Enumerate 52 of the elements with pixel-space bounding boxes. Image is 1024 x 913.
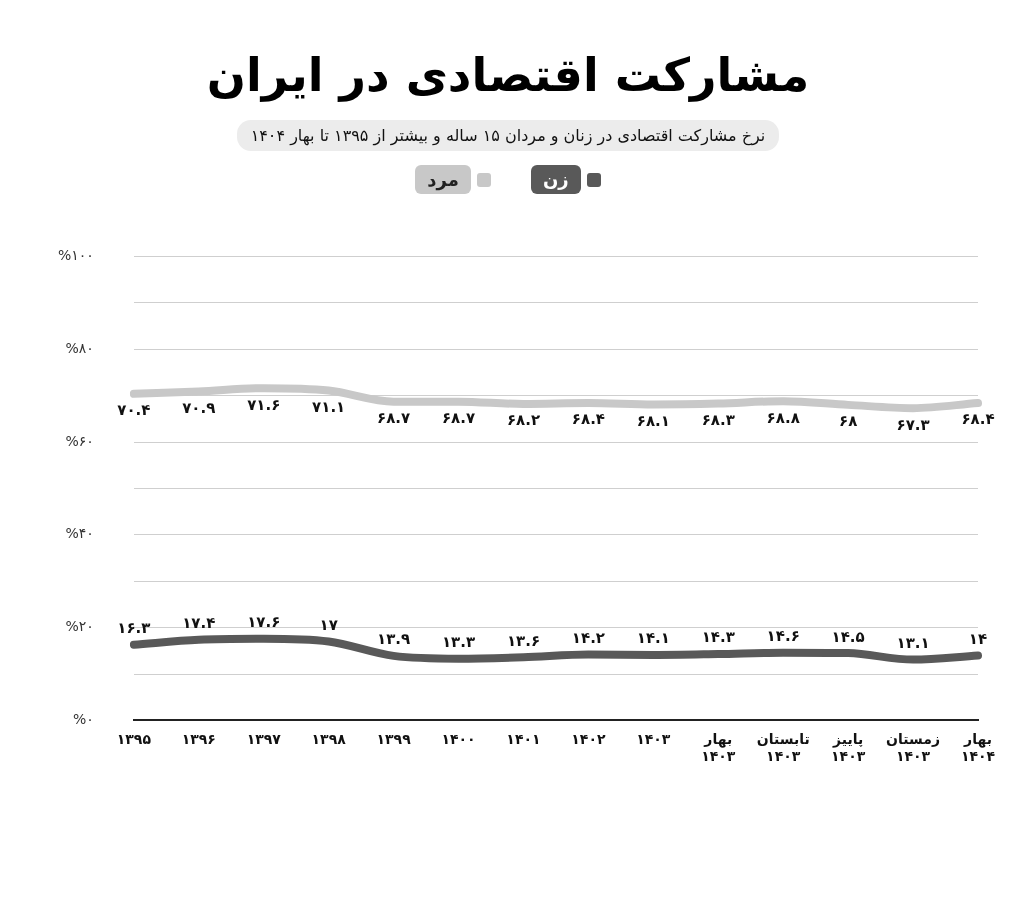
- y-tick-label: %۴۰: [65, 525, 94, 542]
- data-label: ۶۸.۲: [506, 411, 541, 430]
- data-label: ۱۷: [319, 615, 338, 634]
- x-tick-label: تابستان ۱۴۰۳: [756, 731, 810, 765]
- legend-label: زن: [530, 165, 581, 194]
- data-label: ۷۰.۴: [117, 401, 151, 420]
- data-label: ۶۸.۱: [636, 411, 670, 430]
- data-label: ۱۴.۳: [701, 628, 735, 647]
- x-tick-label: پاییز ۱۴۰۳: [831, 731, 866, 765]
- chart-subtitle: نرخ مشارکت اقتصادی در زنان و مردان ۱۵ ساله و بیشتر از ۱۳۹۵ تا بهار ۱۴۰۴: [236, 120, 780, 151]
- data-label: ۶۷.۳: [896, 415, 930, 434]
- y-tick-label: %۱۰۰: [57, 247, 94, 264]
- x-tick-label: ۱۴۰۳: [636, 731, 671, 748]
- x-tick-label: بهار ۱۴۰۴: [960, 731, 996, 765]
- y-tick-label: %۲۰: [65, 618, 94, 635]
- data-label: ۱۴.۲: [571, 628, 605, 647]
- data-label: ۱۳.۳: [441, 633, 476, 652]
- chart-title: مشارکت اقتصادی در ایران: [205, 47, 811, 104]
- x-tick-label: ۱۳۹۵: [116, 731, 152, 748]
- data-label: ۱۴.۶: [766, 627, 800, 646]
- data-label: ۱۴: [968, 629, 988, 648]
- y-tick-label: %۶۰: [65, 432, 94, 449]
- data-label: ۱۳.۱: [896, 634, 930, 653]
- x-tick-label: ۱۴۰۲: [571, 731, 606, 748]
- data-label: ۱۳.۶: [506, 631, 541, 650]
- data-label: ۷۱.۶: [247, 395, 281, 414]
- x-tick-label: ۱۴۰۰: [441, 731, 476, 748]
- data-label: ۷۰.۹: [182, 398, 216, 417]
- data-label: ۶۸.۸: [766, 408, 800, 427]
- data-label: ۶۸.۴: [961, 410, 995, 429]
- data-label: ۶۸.۷: [377, 409, 411, 428]
- data-label: ۱۷.۴: [182, 614, 216, 633]
- data-label: ۱۴.۱: [636, 629, 670, 648]
- data-label: ۱۳.۹: [377, 630, 411, 649]
- x-tick-label: بهار ۱۴۰۳: [701, 731, 736, 765]
- data-label: ۱۴.۵: [831, 627, 865, 646]
- data-label: ۶۸.۷: [441, 409, 476, 428]
- x-tick-label: ۱۴۰۱: [506, 731, 541, 748]
- data-label: ۱۷.۶: [247, 613, 281, 632]
- x-tick-label: ۱۳۹۸: [311, 731, 347, 748]
- x-tick-label: ۱۳۹۹: [376, 731, 412, 748]
- x-tick-label: زمستان ۱۴۰۳: [886, 731, 941, 765]
- legend-label: مرد: [415, 165, 471, 194]
- data-label: ۶۸: [838, 412, 858, 431]
- data-label: ۱۶.۳: [117, 619, 151, 638]
- data-label: ۷۱.۱: [312, 397, 346, 416]
- y-tick-label: %۰: [73, 711, 94, 728]
- data-label: ۶۸.۴: [571, 410, 605, 429]
- x-tick-label: ۱۳۹۶: [181, 731, 216, 748]
- y-tick-label: %۸۰: [65, 339, 94, 356]
- data-label: ۶۸.۳: [701, 410, 735, 429]
- x-tick-label: ۱۳۹۷: [246, 731, 282, 748]
